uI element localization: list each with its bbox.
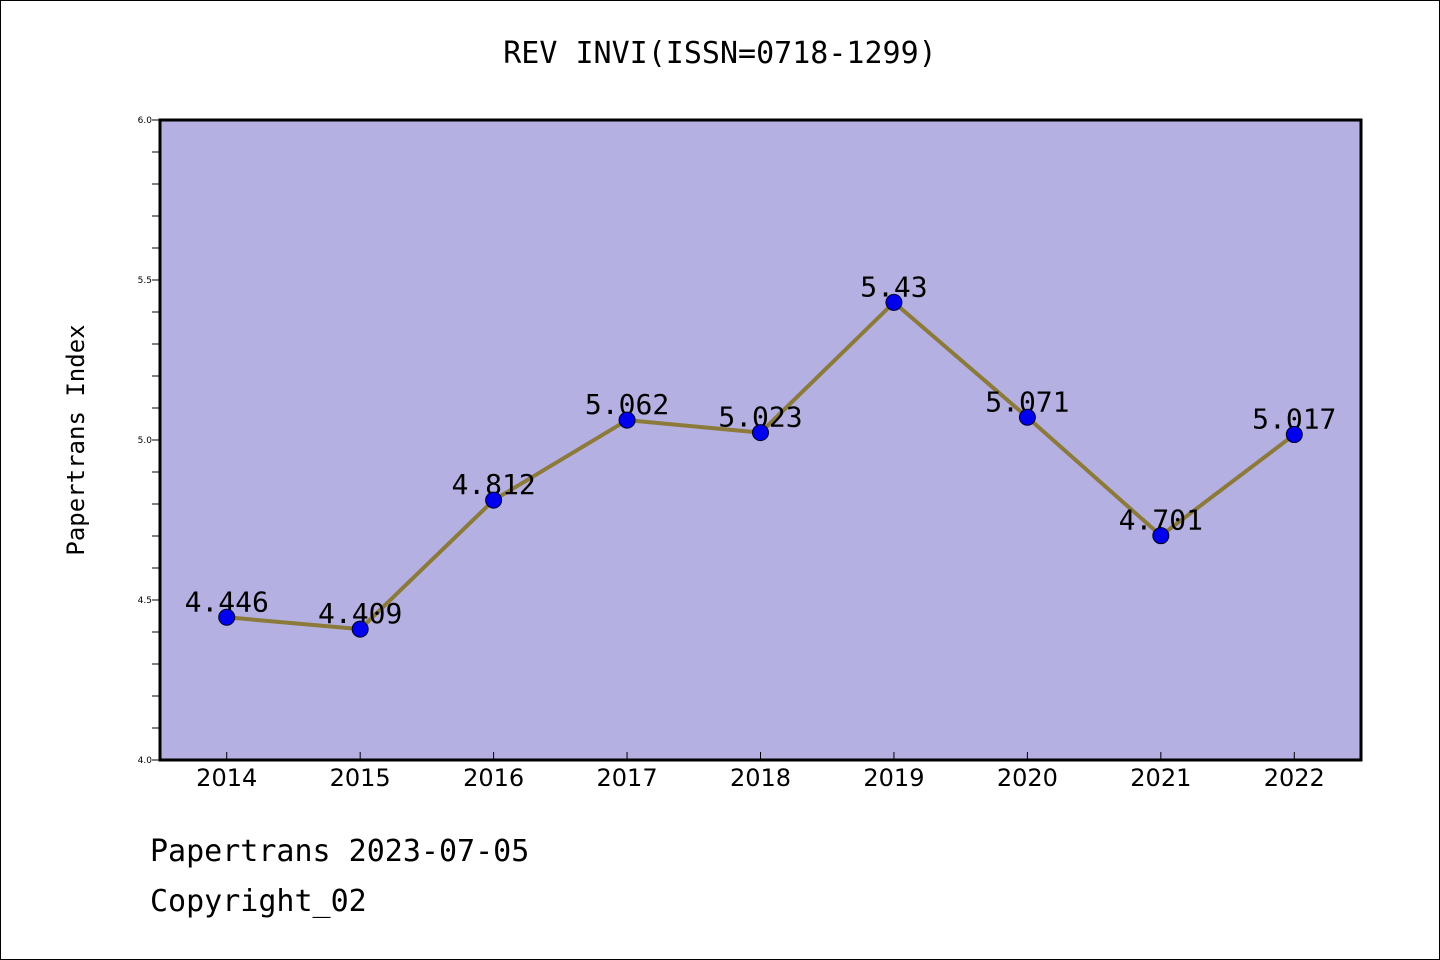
data-point [218, 608, 236, 626]
y-tick-label: 6.0 [138, 116, 153, 126]
x-tick-label: 2022 [1264, 764, 1325, 792]
x-tick-label: 2018 [730, 764, 791, 792]
data-point [1285, 426, 1303, 444]
x-tick-label: 2021 [1130, 764, 1191, 792]
data-point [485, 491, 503, 509]
footer-date: Papertrans 2023-07-05 [150, 834, 530, 869]
data-points [218, 293, 1303, 638]
data-point [752, 424, 769, 442]
y-axis-label: Papertrans Index [62, 324, 90, 555]
data-point [885, 293, 903, 311]
y-tick-label: 5.5 [138, 276, 152, 286]
y-tick-label: 4.0 [138, 756, 153, 766]
footer-copyright: Copyright_02 [150, 884, 367, 919]
x-tick-label: 2019 [863, 764, 924, 792]
data-point [1152, 527, 1170, 545]
x-tick-label: 2016 [463, 764, 524, 792]
y-tick-label: 4.5 [138, 596, 152, 606]
chart-title: REV INVI(ISSN=0718-1299) [503, 36, 937, 71]
y-tick-label: 5.0 [138, 436, 153, 446]
x-tick-label: 2014 [196, 764, 257, 792]
data-point [618, 411, 636, 429]
x-tick-label: 2020 [997, 764, 1058, 792]
x-tick-label: 2017 [597, 764, 658, 792]
y-minor-ticks [152, 119, 160, 761]
x-tick-label: 2015 [330, 764, 391, 792]
data-point [351, 620, 369, 638]
x-axis-ticks: 2014 2015 2016 2017 2018 2019 2020 2021 2022 [196, 752, 1325, 792]
data-point [1018, 408, 1036, 426]
y-axis-ticks: 4.0 4.5 5.0 5.5 6.0 [138, 116, 153, 766]
